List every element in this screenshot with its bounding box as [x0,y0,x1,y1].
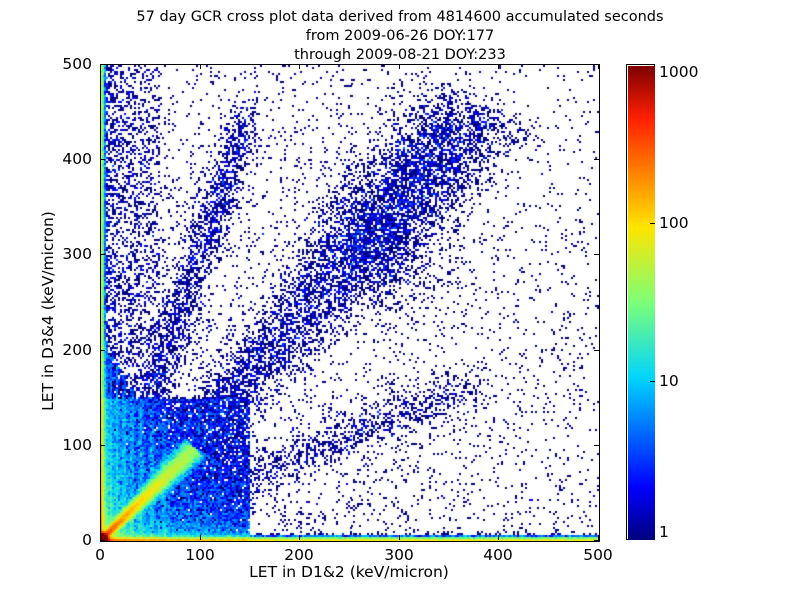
title-line-1: 57 day GCR cross plot data derived from … [136,9,664,25]
y-axis-tick-right [594,159,599,160]
title-line-2: from 2009-06-26 DOY:177 [305,28,495,44]
y-axis-tick-label: 500 [62,55,92,73]
x-axis-tick-label: 300 [384,546,414,564]
x-axis-tick [100,535,101,540]
y-axis-tick-label: 200 [62,341,92,359]
x-axis-tick-top [299,64,300,69]
colorbar-tick-label: 1000 [659,63,699,81]
colorbar-gradient [628,66,655,540]
y-axis-tick [100,159,105,160]
y-axis-tick [100,254,105,255]
title-line-3: through 2009-08-21 DOY:233 [294,47,506,63]
y-axis-tick [100,64,105,65]
x-axis-tick-label: 400 [483,546,513,564]
x-axis-tick-top [598,64,599,69]
y-axis-tick-label: 300 [62,245,92,263]
colorbar-tick [650,223,655,224]
x-axis-tick-label: 500 [583,546,613,564]
heatmap-scatter-canvas [101,65,599,541]
colorbar-frame [626,64,655,540]
y-axis-tick [100,540,105,541]
x-axis-tick-label: 200 [284,546,314,564]
y-axis-tick-right [594,445,599,446]
y-axis-tick-right [594,540,599,541]
colorbar-tick [650,381,655,382]
x-axis-tick-label: 100 [185,546,215,564]
plot-area [100,64,600,542]
y-axis-tick-right [594,254,599,255]
y-axis-tick-label: 0 [82,531,92,549]
colorbar-tick-label: 1 [659,523,669,541]
y-axis-tick-right [594,350,599,351]
colorbar-tick-label: 100 [659,214,689,232]
x-axis-tick [399,535,400,540]
y-axis-tick-right [594,64,599,65]
x-axis-tick-label: 0 [95,546,105,564]
x-axis-label: LET in D1&2 (keV/micron) [249,563,449,581]
x-axis-tick [299,535,300,540]
colorbar-tick-label: 10 [659,372,679,390]
x-axis-tick-top [399,64,400,69]
x-axis-tick [200,535,201,540]
y-axis-label: LET in D3&4 (keV/micron) [39,211,57,411]
y-axis-tick [100,350,105,351]
y-axis-tick [100,445,105,446]
x-axis-tick [598,535,599,540]
y-axis-tick-label: 400 [62,150,92,168]
x-axis-tick-top [200,64,201,69]
colorbar [626,64,655,540]
x-axis-tick-top [498,64,499,69]
chart-title: 57 day GCR cross plot data derived from … [0,8,800,65]
x-axis-tick [498,535,499,540]
y-axis-tick-label: 100 [62,436,92,454]
x-axis-tick-top [100,64,101,69]
